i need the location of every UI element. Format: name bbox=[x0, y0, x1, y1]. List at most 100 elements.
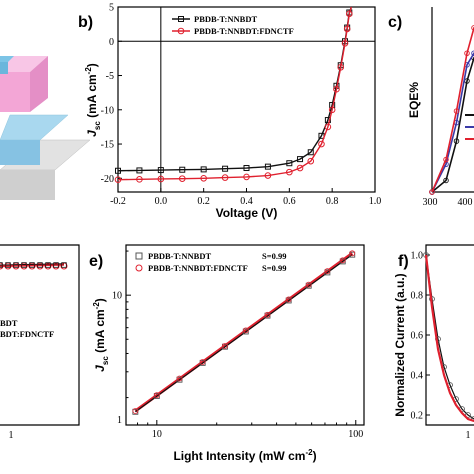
x-tick-label: 0.0 bbox=[155, 196, 168, 207]
data-point bbox=[318, 140, 325, 148]
x-tick-label: 100 bbox=[348, 429, 363, 440]
device-layer-pink-side bbox=[30, 56, 48, 112]
data-point bbox=[5, 262, 11, 268]
data-point bbox=[346, 10, 353, 18]
data-point bbox=[324, 268, 331, 274]
device-layer-pink-front bbox=[0, 72, 30, 112]
jv-chart: -0.2 0.0 0.2 0.4 0.6 0.8 1.0 5 0 -5 -10 -15 -20 Volta… bbox=[84, 3, 381, 221]
y-axis-title: Jsc (mA cm-2) bbox=[84, 63, 102, 137]
data-point bbox=[328, 106, 336, 114]
data-point bbox=[307, 149, 314, 156]
legend-label: BDT bbox=[0, 318, 18, 328]
legend-label: PBDB-T:NNBDT:FDNCTF bbox=[148, 263, 248, 273]
data-point bbox=[453, 138, 460, 144]
decay-series-2 bbox=[424, 254, 474, 423]
data-point bbox=[115, 167, 121, 174]
device-layer-pink-top bbox=[0, 56, 48, 72]
panel-label-b: b) bbox=[78, 14, 93, 31]
x-tick-label: 0.8 bbox=[326, 196, 339, 207]
data-point bbox=[324, 123, 332, 131]
plot-frame bbox=[125, 244, 365, 426]
data-point bbox=[243, 165, 250, 172]
data-point bbox=[337, 63, 345, 71]
panel-label-f: f) bbox=[398, 253, 409, 270]
data-point bbox=[305, 281, 312, 288]
y-tick-label: 1 bbox=[117, 415, 122, 426]
data-point bbox=[199, 359, 206, 365]
legend-label: PBDB-T:NNBDT bbox=[148, 251, 211, 261]
data-point bbox=[0, 262, 4, 270]
data-point bbox=[471, 50, 474, 56]
data-point bbox=[343, 25, 351, 33]
legend-label: PBDB-T:NNBDT bbox=[194, 14, 257, 24]
y-tick-label: 10 bbox=[112, 291, 122, 302]
slope-label: S=0.99 bbox=[262, 263, 286, 273]
device-layer-gray-front bbox=[0, 170, 55, 200]
data-point bbox=[13, 262, 19, 268]
data-point bbox=[296, 164, 304, 172]
data-point bbox=[37, 262, 43, 268]
data-point bbox=[471, 416, 474, 422]
data-point bbox=[221, 174, 229, 181]
y-tick-label: -20 bbox=[101, 174, 114, 185]
eqe-series-1 bbox=[431, 56, 474, 193]
data-point bbox=[264, 163, 271, 170]
x-tick-label: 10 bbox=[152, 429, 162, 440]
data-point bbox=[178, 175, 186, 182]
x-tick-label: 400 bbox=[458, 197, 473, 208]
data-point bbox=[157, 167, 164, 174]
x-tick-label: 0.4 bbox=[240, 196, 253, 207]
data-point bbox=[242, 327, 249, 334]
data-point bbox=[53, 262, 59, 268]
normalized-current-chart: 1.0 0.8 0.6 0.4 0.2 Normalized Current (a.u.)… bbox=[393, 244, 474, 441]
x-axis-title: Light Intensity (mW cm-2) bbox=[173, 448, 316, 463]
device-schematic bbox=[0, 56, 91, 200]
data-point bbox=[222, 343, 228, 349]
eqe-series-3 bbox=[431, 26, 474, 193]
series-line-2 bbox=[117, 6, 353, 181]
data-point bbox=[339, 257, 346, 264]
data-point bbox=[286, 160, 293, 167]
data-point bbox=[157, 175, 165, 183]
y-tick-label: -10 bbox=[101, 105, 114, 116]
eqe-chart: EQE% 300 400 bbox=[407, 7, 474, 208]
y-tick-label: -5 bbox=[106, 71, 114, 82]
data-point bbox=[333, 85, 340, 93]
data-point bbox=[471, 25, 474, 31]
y-axis-title: EQE% bbox=[407, 82, 421, 118]
data-point bbox=[243, 173, 250, 181]
eqe-series-2 bbox=[431, 52, 474, 193]
y-axis-title: Jsc (mA cm-2) bbox=[92, 298, 110, 372]
data-point bbox=[464, 50, 470, 57]
data-point bbox=[176, 375, 183, 382]
x-tick-label: 1 bbox=[466, 430, 471, 441]
data-point bbox=[453, 108, 460, 114]
y-tick-label: 0.6 bbox=[411, 331, 424, 342]
data-point bbox=[222, 165, 229, 172]
panel-label-e: e) bbox=[89, 253, 103, 270]
data-point bbox=[285, 296, 292, 303]
device-layer-blue bbox=[0, 114, 69, 141]
data-point bbox=[307, 157, 315, 165]
data-point bbox=[349, 250, 356, 257]
data-point bbox=[136, 176, 143, 183]
data-point bbox=[0, 262, 3, 268]
data-point bbox=[114, 176, 122, 183]
data-point bbox=[200, 174, 207, 182]
fit-line-black bbox=[134, 254, 353, 413]
y-tick-label: 0.2 bbox=[411, 411, 424, 422]
legend-marker bbox=[135, 252, 143, 260]
x-tick-label: 1.0 bbox=[369, 196, 382, 207]
legend-marker bbox=[178, 16, 184, 22]
data-point bbox=[297, 156, 304, 163]
legend-marker bbox=[177, 27, 185, 35]
x-tick-label: 0.2 bbox=[197, 196, 210, 207]
data-point bbox=[61, 262, 67, 268]
plot-frame bbox=[0, 244, 80, 426]
device-layer-blue-front bbox=[0, 140, 40, 165]
y-tick-label: -15 bbox=[101, 140, 114, 151]
data-point bbox=[341, 40, 349, 47]
y-tick-label: 5 bbox=[109, 3, 114, 14]
